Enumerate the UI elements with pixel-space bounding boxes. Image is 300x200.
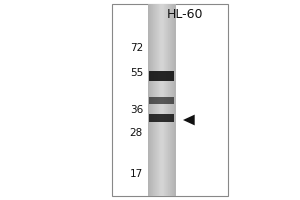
Bar bbox=[153, 4, 154, 196]
Bar bbox=[151, 4, 152, 196]
Bar bbox=[167, 4, 168, 196]
Text: 72: 72 bbox=[130, 43, 143, 53]
Bar bbox=[149, 4, 151, 196]
Bar bbox=[162, 4, 164, 196]
Polygon shape bbox=[183, 115, 195, 125]
Bar bbox=[160, 4, 161, 196]
Bar bbox=[158, 4, 159, 196]
Text: 28: 28 bbox=[130, 128, 143, 138]
Bar bbox=[149, 4, 150, 196]
Bar bbox=[161, 4, 163, 196]
Bar bbox=[155, 4, 157, 196]
Bar bbox=[158, 4, 159, 196]
Bar bbox=[168, 4, 169, 196]
Bar bbox=[148, 4, 149, 196]
Bar bbox=[156, 4, 157, 196]
Bar bbox=[171, 4, 172, 196]
Bar bbox=[174, 4, 175, 196]
Bar bbox=[165, 4, 166, 196]
Text: 17: 17 bbox=[130, 169, 143, 179]
Text: HL-60: HL-60 bbox=[167, 7, 203, 21]
Bar bbox=[168, 4, 169, 196]
Bar bbox=[150, 4, 151, 196]
Bar bbox=[163, 4, 164, 196]
Bar bbox=[174, 4, 175, 196]
Text: 36: 36 bbox=[130, 105, 143, 115]
Bar bbox=[152, 4, 153, 196]
Text: 55: 55 bbox=[130, 68, 143, 78]
Bar bbox=[154, 4, 155, 196]
Bar bbox=[169, 4, 170, 196]
Bar bbox=[112, 4, 228, 196]
Bar bbox=[153, 4, 154, 196]
Bar bbox=[149, 71, 174, 81]
Bar bbox=[172, 4, 173, 196]
Bar bbox=[164, 4, 165, 196]
Bar bbox=[161, 4, 162, 196]
Bar bbox=[172, 4, 173, 196]
Bar bbox=[155, 4, 156, 196]
Bar bbox=[164, 4, 165, 196]
Bar bbox=[166, 4, 167, 196]
Bar bbox=[169, 4, 171, 196]
Bar bbox=[173, 4, 174, 196]
Bar bbox=[159, 4, 160, 196]
Bar bbox=[157, 4, 158, 196]
Bar bbox=[149, 114, 174, 122]
Bar bbox=[152, 4, 153, 196]
Bar bbox=[170, 4, 172, 196]
Bar bbox=[149, 97, 174, 104]
Bar bbox=[160, 4, 161, 196]
Bar bbox=[166, 4, 167, 196]
